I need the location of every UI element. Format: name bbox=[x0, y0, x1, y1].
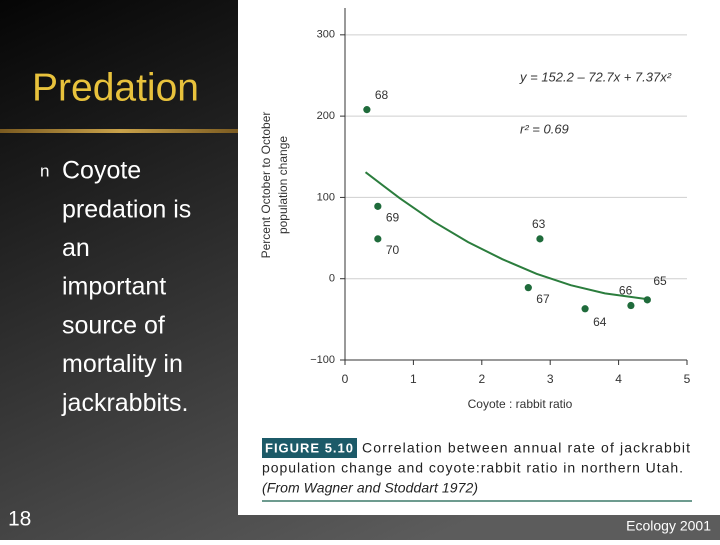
x-tick-label: 5 bbox=[684, 372, 691, 386]
data-point bbox=[581, 305, 589, 313]
data-point bbox=[627, 301, 635, 310]
point-label: 69 bbox=[386, 211, 400, 225]
body-line: predation is bbox=[62, 195, 191, 223]
r-squared: r² = 0.69 bbox=[520, 121, 569, 136]
point-label: 67 bbox=[536, 292, 550, 306]
caption-line: (From Wagner and Stoddart 1972) bbox=[262, 480, 478, 496]
title-rule bbox=[0, 129, 240, 133]
x-tick-label: 3 bbox=[547, 372, 554, 386]
figure-tag-box bbox=[262, 438, 357, 458]
point-label: 65 bbox=[653, 274, 667, 288]
body-line: Coyote bbox=[62, 157, 141, 185]
y-tick-label: 0 bbox=[329, 273, 335, 285]
fit-curve bbox=[364, 171, 647, 301]
point-label: 63 bbox=[532, 217, 546, 231]
data-point bbox=[374, 202, 382, 210]
point-label: 68 bbox=[375, 88, 389, 102]
y-tick-label: 100 bbox=[317, 191, 335, 203]
data-point bbox=[374, 235, 382, 243]
x-tick-label: 1 bbox=[410, 372, 417, 386]
x-axis-label: Coyote : rabbit ratio bbox=[468, 397, 573, 411]
y-tick-label: 300 bbox=[317, 29, 335, 41]
point-label: 70 bbox=[386, 243, 400, 257]
data-point bbox=[536, 235, 544, 243]
body-line: an bbox=[62, 234, 90, 262]
footer: Ecology 2001 bbox=[626, 518, 711, 534]
data-point bbox=[524, 284, 532, 292]
y-tick-label: 200 bbox=[317, 110, 335, 122]
x-tick-label: 0 bbox=[342, 372, 349, 386]
body-line: jackrabbits. bbox=[61, 389, 188, 417]
body-line: important bbox=[62, 273, 166, 301]
y-axis-label-line: population change bbox=[276, 136, 290, 234]
y-axis-label-line: Percent October to October bbox=[259, 112, 273, 259]
equation: y = 152.2 – 72.7x + 7.37x² bbox=[519, 69, 672, 84]
point-label: 66 bbox=[619, 284, 633, 298]
figure-tag: FIGURE 5.10 bbox=[265, 440, 353, 455]
body-line: source of bbox=[62, 311, 165, 339]
slide-number: 18 bbox=[8, 508, 31, 531]
bullet: n bbox=[40, 161, 49, 180]
slide-title: Predation bbox=[32, 66, 199, 109]
y-tick-label: −100 bbox=[310, 354, 335, 366]
caption-line: population change and coyote:rabbit rati… bbox=[262, 460, 683, 476]
body-line: mortality in bbox=[62, 350, 183, 378]
data-point bbox=[363, 106, 371, 114]
caption-line: Correlation between annual rate of jackr… bbox=[362, 440, 690, 456]
figure-panel bbox=[238, 0, 720, 515]
x-tick-label: 4 bbox=[615, 372, 622, 386]
y-axis-label: Percent October to October population ch… bbox=[259, 112, 290, 259]
x-tick-label: 2 bbox=[478, 372, 485, 386]
point-label: 64 bbox=[593, 315, 607, 329]
data-point bbox=[643, 296, 651, 304]
